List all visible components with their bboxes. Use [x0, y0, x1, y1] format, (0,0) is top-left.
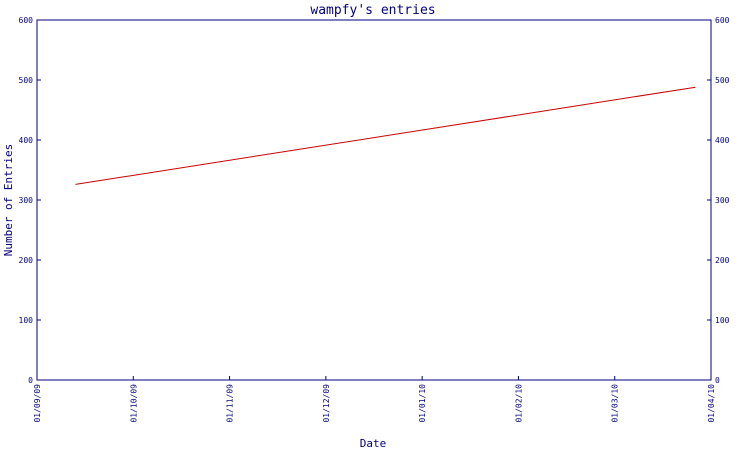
series-line: [75, 86, 696, 185]
y-tick-label-right: 300: [715, 196, 730, 205]
y-tick-label-right: 0: [715, 376, 720, 385]
x-tick-label: 01/12/09: [322, 384, 331, 423]
x-tick-label: 01/03/10: [611, 384, 620, 423]
x-axis-label: Date: [360, 437, 387, 450]
y-tick-label-left: 300: [19, 196, 34, 205]
y-tick-label-left: 500: [19, 76, 34, 85]
y-axis-label: Number of Entries: [2, 144, 15, 257]
x-tick-label: 01/01/10: [418, 384, 427, 423]
x-tick-label: 01/09/09: [33, 384, 42, 423]
x-tick-label: 01/11/09: [226, 384, 235, 423]
y-tick-label-left: 0: [28, 376, 33, 385]
y-axis: 0 0 100 100 200 200 300 300 400 400 500 500 600 600: [19, 16, 730, 385]
x-tick-label: 01/02/10: [514, 384, 523, 423]
plot-border: [36, 19, 712, 381]
y-tick-label-right: 500: [715, 76, 730, 85]
y-tick-label-right: 400: [715, 136, 730, 145]
y-tick-label-right: 100: [715, 316, 730, 325]
y-tick-label-left: 100: [19, 316, 34, 325]
x-axis: 01/09/09 01/10/09 01/11/09 01/12/09 01/01/10…: [33, 376, 716, 423]
y-tick-label-left: 600: [19, 16, 34, 25]
y-tick-label-right: 200: [715, 256, 730, 265]
x-tick-label: 01/10/09: [129, 384, 138, 423]
y-tick-label-left: 200: [19, 256, 34, 265]
series-layer: [75, 86, 696, 185]
x-tick-label: 01/04/10: [707, 384, 716, 423]
plot-frame: [36, 19, 712, 381]
y-tick-label-right: 600: [715, 16, 730, 25]
y-tick-label-left: 400: [19, 136, 34, 145]
chart-title: wampfy's entries: [310, 3, 435, 18]
